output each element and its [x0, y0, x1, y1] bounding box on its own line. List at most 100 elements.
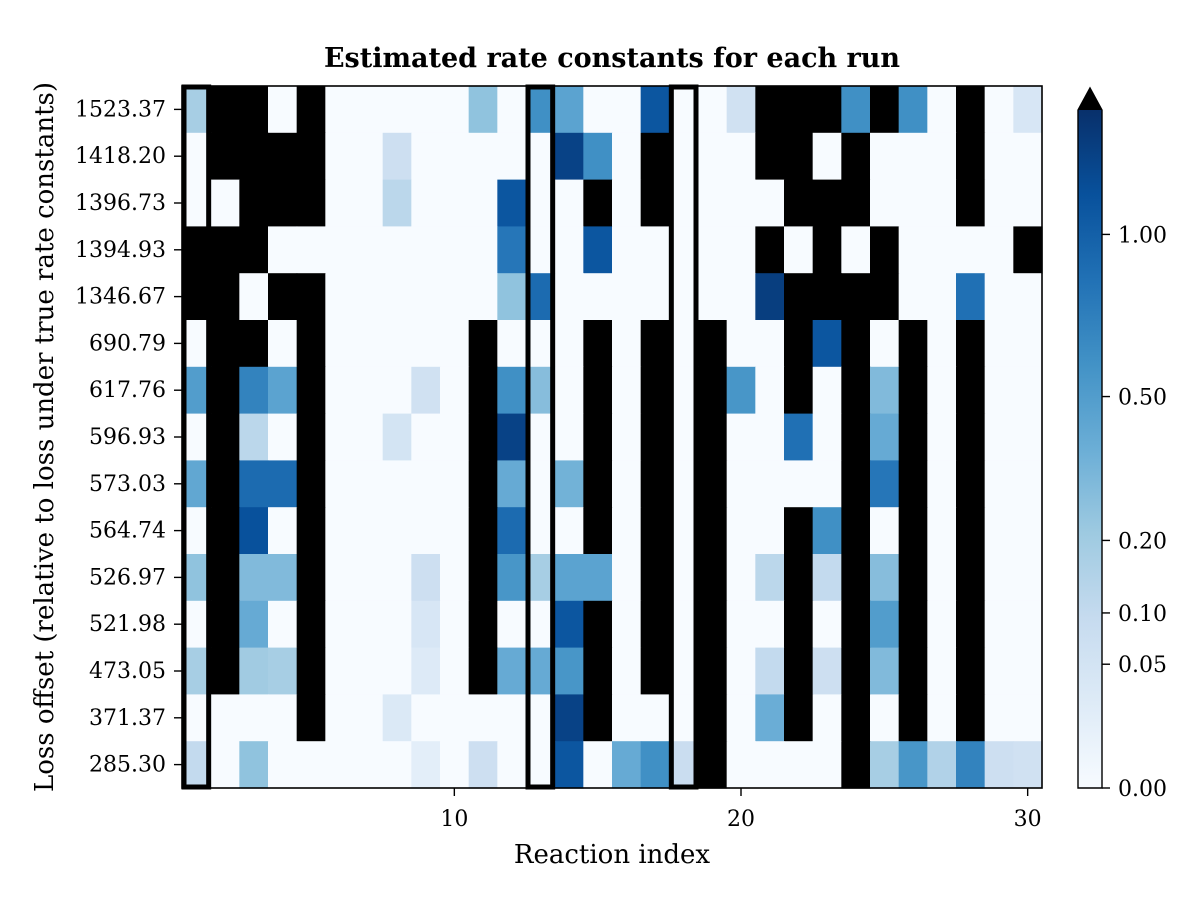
heatmap-cell [870, 366, 900, 415]
heatmap-cell [612, 179, 642, 227]
heatmap-cell [755, 413, 785, 461]
heatmap-cell [468, 320, 498, 368]
heatmap-cell [640, 554, 670, 602]
heatmap-cell [698, 647, 728, 695]
heatmap-cell [382, 507, 412, 555]
heatmap-cell [927, 132, 957, 181]
heatmap-cell [411, 226, 441, 274]
heatmap-cell [927, 647, 957, 695]
heatmap-cell [239, 179, 269, 227]
heatmap-cell [354, 179, 384, 227]
heatmap-cell [870, 132, 900, 181]
heatmap-cell [468, 694, 498, 742]
heatmap-cell [296, 741, 326, 789]
heatmap-cell [784, 741, 814, 789]
heatmap-cell [784, 694, 814, 742]
heatmap-cell [812, 694, 842, 742]
heatmap-cell [698, 460, 728, 508]
heatmap-cell [784, 86, 814, 134]
y-tick-label: 1523.37 [75, 97, 166, 122]
heatmap-cell [784, 366, 814, 415]
heatmap-cell [812, 647, 842, 695]
heatmap-cell [440, 507, 470, 555]
heatmap-cell [784, 600, 814, 649]
heatmap-cell [440, 132, 470, 181]
heatmap-cell [325, 86, 355, 134]
heatmap-cell [927, 460, 957, 508]
y-tick-label: 473.05 [89, 659, 166, 684]
heatmap-cell [239, 554, 269, 602]
heatmap-cell [927, 600, 957, 649]
heatmap-cell [984, 366, 1014, 415]
heatmap-cell [870, 179, 900, 227]
heatmap-cell [325, 507, 355, 555]
colorbar-tick-label: 0.50 [1118, 386, 1167, 411]
heatmap-cell [812, 320, 842, 368]
heatmap-cell [468, 600, 498, 649]
heatmap-cell [927, 413, 957, 461]
heatmap-cell [382, 600, 412, 649]
heatmap-cell [784, 179, 814, 227]
heatmap-cell [296, 366, 326, 415]
heatmap-cell [411, 132, 441, 181]
heatmap-cell [554, 226, 584, 274]
heatmap-cell [440, 86, 470, 134]
heatmap-cell [984, 694, 1014, 742]
heatmap-cell [411, 741, 441, 789]
heatmap-cell [726, 366, 756, 415]
heatmap-cell [468, 86, 498, 134]
heatmap-cell [956, 179, 986, 227]
y-tick-label: 526.97 [89, 565, 166, 590]
heatmap-cell [497, 273, 527, 321]
heatmap-cell [411, 554, 441, 602]
heatmap-cell [440, 366, 470, 415]
heatmap-cell [640, 320, 670, 368]
heatmap-cell [354, 86, 384, 134]
heatmap-cell [870, 741, 900, 789]
heatmap-cell [812, 273, 842, 321]
heatmap-cell [898, 179, 928, 227]
heatmap-cell [268, 86, 298, 134]
heatmap-cell [354, 413, 384, 461]
colorbar-extend-arrow [1078, 88, 1102, 110]
heatmap-cell [984, 273, 1014, 321]
heatmap-cell [898, 694, 928, 742]
heatmap-cell [612, 413, 642, 461]
heatmap-cell [755, 694, 785, 742]
heatmap-cell [468, 741, 498, 789]
heatmap-cell [296, 132, 326, 181]
heatmap-cell [841, 600, 871, 649]
heatmap-cell [870, 320, 900, 368]
heatmap-cell [698, 694, 728, 742]
heatmap-cell [898, 554, 928, 602]
heatmap-cell [1013, 320, 1043, 368]
highlight-column-box [181, 84, 212, 790]
heatmap-cell [898, 366, 928, 415]
heatmap-cell [640, 413, 670, 461]
heatmap-cell [210, 132, 240, 181]
heatmap-cell [755, 600, 785, 649]
heatmap-cell [784, 226, 814, 274]
heatmap-cell [956, 320, 986, 368]
heatmap-cell [841, 86, 871, 134]
heatmap-cell [898, 413, 928, 461]
heatmap-cell [870, 647, 900, 695]
heatmap-cell [268, 694, 298, 742]
heatmap-cell [210, 179, 240, 227]
heatmap-cell [984, 86, 1014, 134]
heatmap-cell [640, 694, 670, 742]
heatmap-cell [497, 507, 527, 555]
heatmap-cell [497, 226, 527, 274]
heatmap-cell [755, 741, 785, 789]
heatmap-cell [497, 460, 527, 508]
heatmap-cell [210, 460, 240, 508]
heatmap-cells [182, 86, 1043, 789]
heatmap-cell [640, 273, 670, 321]
heatmap-cell [583, 694, 613, 742]
heatmap-cell [583, 226, 613, 274]
heatmap-cell [726, 86, 756, 134]
heatmap-cell [239, 507, 269, 555]
heatmap-cell [354, 226, 384, 274]
heatmap-cell [554, 320, 584, 368]
